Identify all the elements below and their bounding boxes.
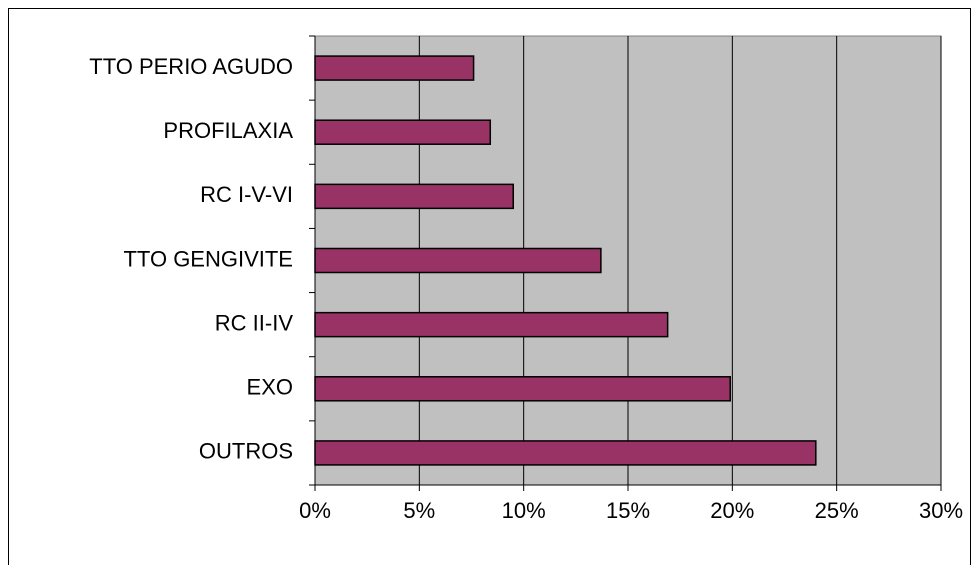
bar (314, 440, 817, 466)
bar (314, 55, 475, 81)
x-tick-label: 5% (403, 498, 435, 523)
x-tick-label: 30% (919, 498, 963, 523)
y-tick-label: TTO GENGIVITE (123, 246, 293, 271)
y-tick-label: OUTROS (199, 439, 293, 464)
x-tick-label: 10% (502, 498, 546, 523)
y-tick-label: RC II-IV (215, 310, 294, 335)
bar (314, 183, 514, 210)
x-tick-label: 0% (299, 498, 331, 523)
x-tick-label: 20% (710, 498, 754, 523)
bar (314, 376, 731, 402)
x-tick-label: 25% (815, 498, 859, 523)
bar (314, 119, 492, 145)
bar (314, 311, 669, 338)
y-tick-label: RC I-V-VI (200, 182, 293, 207)
y-tick-label: EXO (247, 375, 293, 400)
y-tick-label: PROFILAXIA (163, 118, 293, 143)
y-tick-label: TTO PERIO AGUDO (89, 54, 293, 79)
bar (314, 247, 602, 274)
x-tick-label: 15% (606, 498, 650, 523)
